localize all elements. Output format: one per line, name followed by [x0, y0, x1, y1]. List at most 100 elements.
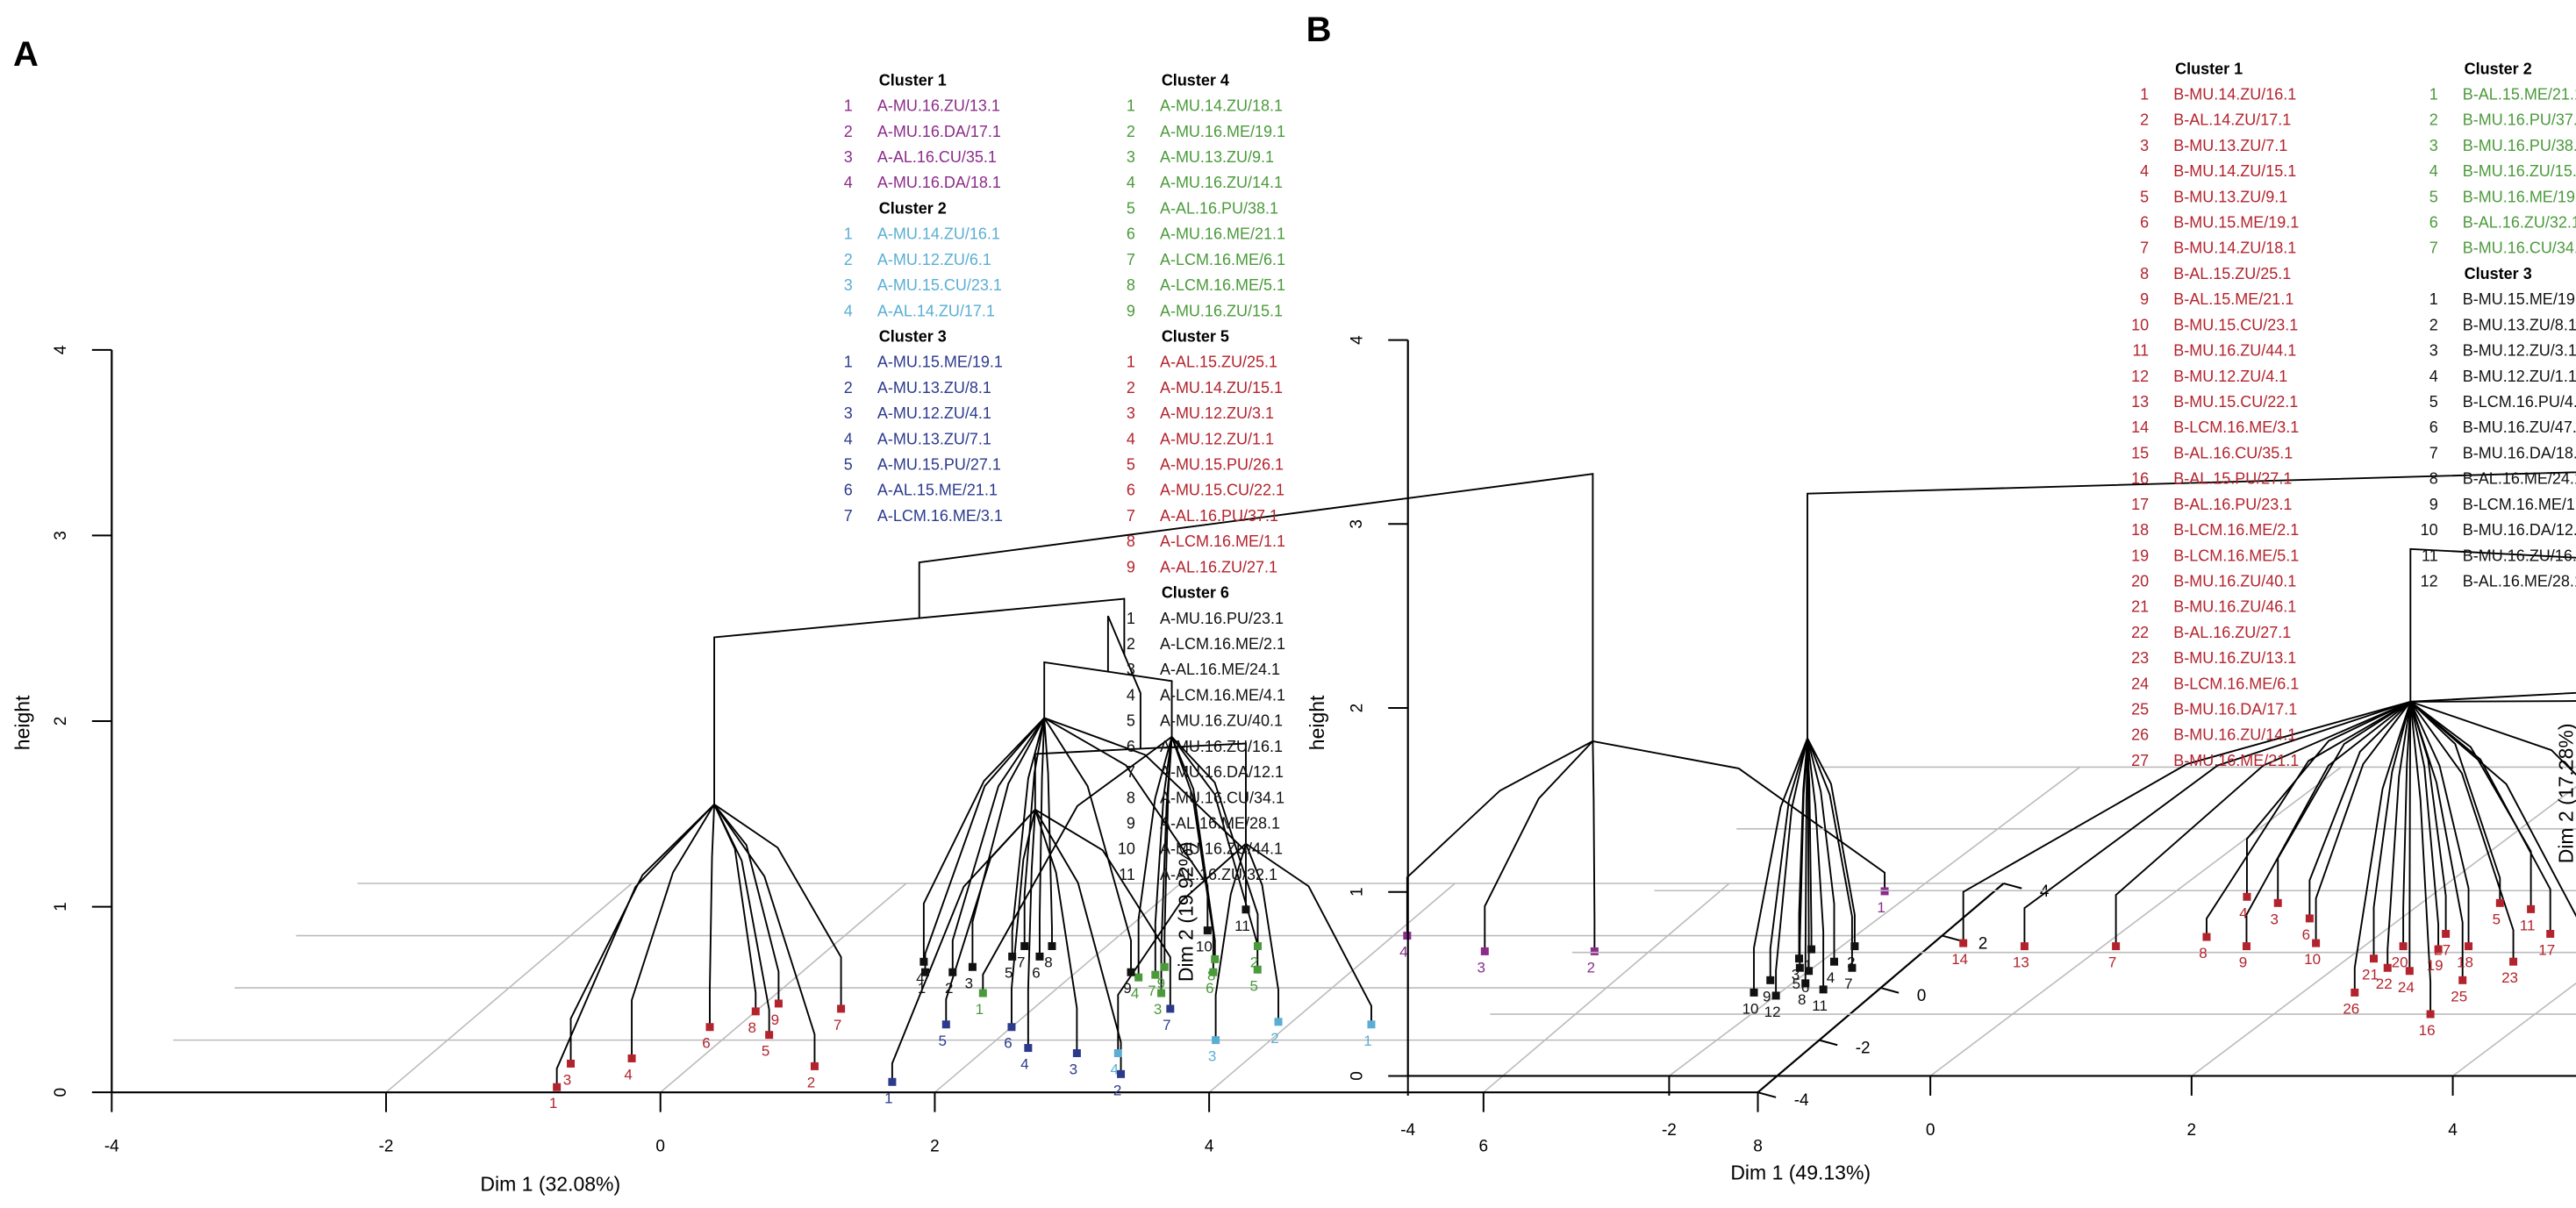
leaf-point [1117, 1069, 1126, 1078]
leaf-label: 7 [1017, 954, 1025, 970]
panel-letter: A [13, 35, 39, 74]
leaf-label: 2 [1587, 959, 1595, 976]
leaf-point [2273, 898, 2282, 907]
legend-name: B-LCM.16.ME/6.1 [2173, 675, 2299, 692]
leaf-label: 8 [1207, 967, 1215, 983]
dendrogram-merge [2409, 547, 2576, 702]
gridline-x [1668, 766, 2081, 1077]
leaf-label: 6 [1004, 1035, 1012, 1052]
leaf-point [1127, 968, 1135, 976]
leaf-point [1795, 963, 1804, 972]
legend-number: 7 [844, 507, 853, 525]
leaf-label: 7 [2108, 954, 2116, 971]
z-tick-label: 4 [52, 345, 70, 354]
dendrogram-branch [945, 809, 1036, 1025]
cluster-heading: Cluster 2 [879, 199, 947, 217]
dendrogram-branch [555, 804, 715, 1088]
leaf-point [919, 957, 928, 966]
legend-number: 1 [1127, 610, 1135, 627]
x-tick-label: -4 [1400, 1121, 1415, 1140]
gridline-x [2191, 785, 2576, 1077]
legend-name: B-LCM.16.ME/5.1 [2173, 547, 2299, 564]
legend-name: A-MU.13.ZU/8.1 [877, 379, 991, 397]
leaf-label: 5 [1792, 976, 1800, 992]
leaf-label: 13 [2013, 954, 2029, 971]
legend-name: A-AL.16.ME/24.1 [1160, 661, 1280, 678]
legend-number: 7 [2429, 444, 2438, 461]
legend-name: A-AL.16.PU/37.1 [1160, 507, 1278, 525]
leaf-label: 14 [1951, 951, 1968, 968]
dendrogram-branch [2409, 701, 2551, 934]
dendrogram-branch [713, 804, 780, 1004]
leaf-point [2351, 988, 2359, 997]
legend-name: B-MU.16.ZU/40.1 [2173, 572, 2296, 590]
x-tick-label: 4 [2448, 1121, 2458, 1140]
legend-number: 22 [2131, 624, 2149, 641]
leaf-point [921, 968, 930, 976]
legend-number: 3 [1127, 404, 1135, 422]
legend-name: B-AL.15.ZU/25.1 [2173, 265, 2291, 282]
leaf-point [2527, 904, 2536, 913]
x-tick-label: 4 [1205, 1138, 1214, 1156]
legend-number: 7 [1127, 507, 1135, 525]
legend-name: B-LCM.16.PU/4.1 [2463, 393, 2576, 411]
dendrogram-branch [1034, 809, 1122, 1075]
leaf-point [1807, 945, 1816, 954]
leaf-point [2426, 1010, 2435, 1019]
z-tick-label: 2 [1348, 704, 1366, 713]
dendrogram-branch [713, 804, 842, 1009]
leaf-label: 11 [1812, 997, 1828, 1014]
dendrogram-branch [1034, 809, 1078, 1054]
leaf-point [1211, 954, 1220, 963]
dendrogram-branch [1807, 738, 1853, 969]
leaf-point [2020, 942, 2029, 951]
legend-number: 5 [2429, 188, 2438, 205]
legend-number: 7 [2429, 239, 2438, 257]
legend-number: 11 [2132, 342, 2149, 360]
leaf-label: 2 [1270, 1030, 1278, 1047]
legend-name: A-MU.14.ZU/15.1 [1160, 379, 1283, 397]
legend-name: B-MU.15.CU/23.1 [2173, 316, 2298, 333]
legend-number: 11 [2422, 547, 2438, 564]
leaf-point [2495, 898, 2504, 907]
leaf-label: 4 [2239, 904, 2247, 921]
dendrogram-branch [2408, 701, 2412, 971]
dendrogram-branch [1753, 738, 1808, 993]
x-tick-label: 8 [1753, 1138, 1763, 1156]
leaf-label: 9 [1123, 980, 1131, 997]
legend-name: A-MU.16.ME/21.1 [1160, 225, 1285, 243]
legend-name: A-MU.13.ZU/7.1 [877, 430, 991, 447]
leaf-point [1795, 954, 1804, 963]
legend-number: 5 [2429, 393, 2438, 411]
y-tick-label: -2 [1856, 1040, 1871, 1058]
leaf-point [2509, 957, 2518, 966]
dendrogram-branch [1807, 738, 1835, 962]
legend-number: 12 [2421, 572, 2438, 590]
leaf-label: 2 [1113, 1082, 1121, 1098]
legend-name: A-MU.12.ZU/4.1 [877, 404, 991, 422]
legend-number: 8 [1127, 533, 1135, 550]
legend-number: 13 [2131, 393, 2149, 411]
legend-name: B-MU.16.ZU/15.1 [2463, 162, 2576, 180]
legend-number: 2 [1127, 635, 1135, 653]
legend-name: A-MU.15.PU/26.1 [1160, 456, 1284, 474]
cluster-heading: Cluster 5 [1162, 327, 1229, 345]
legend-name: A-MU.16.ZU/40.1 [1160, 712, 1283, 730]
leaf-point [978, 989, 987, 997]
leaf-point [1203, 926, 1212, 935]
leaf-label: 6 [2302, 926, 2310, 943]
leaf-label: 4 [1827, 969, 1835, 986]
legend-name: B-MU.16.ME/21.1 [2173, 752, 2299, 769]
gridline-x [385, 883, 633, 1093]
dendrogram-branch [2410, 700, 2576, 776]
legend-name: A-LCM.16.ME/2.1 [1160, 635, 1285, 653]
legend-number: 8 [1127, 789, 1135, 806]
legend-number: 12 [2131, 368, 2149, 385]
cluster-heading: Cluster 4 [1162, 71, 1229, 89]
gridline-x [660, 883, 907, 1093]
legend-name: A-AL.16.CU/35.1 [877, 148, 997, 166]
leaf-point [1253, 965, 1262, 974]
legend-name: B-LCM.16.ME/1.1 [2463, 496, 2576, 513]
legend-name: A-MU.16.DA/18.1 [877, 174, 1001, 191]
